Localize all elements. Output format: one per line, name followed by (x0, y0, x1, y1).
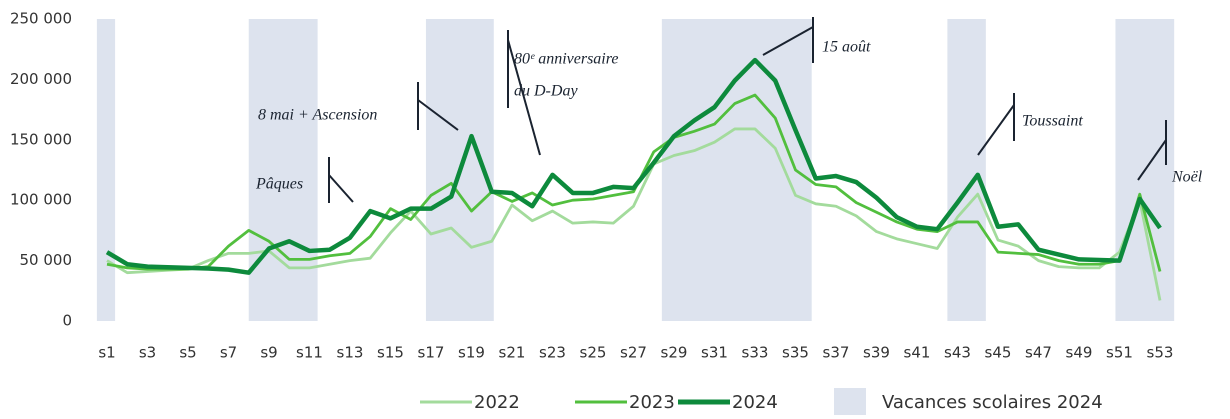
x-tick-label: s27 (620, 344, 647, 362)
series-line (106, 93, 1162, 272)
x-tick-label: s11 (296, 344, 323, 362)
x-tick-label: s35 (782, 344, 809, 362)
x-tick-label: s19 (458, 344, 485, 362)
annotation: 80ᵉ anniversaire (514, 51, 618, 68)
series-line (105, 57, 1162, 275)
x-tick-label: s33 (742, 344, 769, 362)
annotation: 15 août (822, 39, 871, 56)
x-tick-label: s23 (539, 344, 566, 362)
x-tick-label: s13 (337, 344, 364, 362)
x-tick-label: s45 (985, 344, 1012, 362)
leader (977, 93, 1015, 156)
x-tick-label: s41 (904, 344, 931, 362)
bands (96, 19, 1175, 321)
x-tick-label: s17 (418, 344, 445, 362)
x-tick-label: s47 (1025, 344, 1052, 362)
annotations: 8 mai + Ascension Pâques 80ᵉ anniversair… (255, 17, 1203, 203)
y-tick-label: 100 000 (10, 191, 72, 209)
leader (762, 17, 814, 63)
legend-label: 2023 (629, 392, 675, 413)
y-tick-label: 50 000 (20, 251, 73, 269)
series (105, 57, 1162, 301)
y-tick-label: 150 000 (10, 130, 72, 148)
x-tick-label: s43 (944, 344, 971, 362)
x-tick-label: s51 (1106, 344, 1133, 362)
y-tick-label: 200 000 (10, 70, 72, 88)
vacation-band (947, 19, 986, 321)
x-tick-label: s3 (139, 344, 156, 362)
x-tick-label: s9 (260, 344, 277, 362)
x-tick-label: s39 (863, 344, 890, 362)
legend-label: 2022 (474, 392, 520, 413)
x-tick-label: s31 (701, 344, 728, 362)
leader (417, 82, 459, 131)
legend-swatch (834, 388, 866, 415)
annotation: Noël (1171, 169, 1203, 186)
leader (507, 30, 541, 156)
x-tick-label: s37 (823, 344, 850, 362)
y-tick-label: 0 (62, 312, 72, 330)
annotation: Toussaint (1022, 113, 1083, 130)
x-tick-label: s7 (220, 344, 237, 362)
x-tick-label: s1 (98, 344, 115, 362)
legend-label: 2024 (732, 392, 778, 413)
y-tick-label: 250 000 (10, 10, 72, 28)
annotation: 8 mai + Ascension (258, 107, 377, 124)
legend-label: Vacances scolaires 2024 (882, 392, 1103, 413)
annotation: Pâques (255, 176, 303, 193)
x-tick-label: s49 (1066, 344, 1093, 362)
leader (1137, 120, 1167, 181)
annotation: du D-Day (514, 83, 578, 100)
vacation-band (661, 19, 812, 321)
series-line (106, 127, 1162, 301)
x-tick-label: s21 (499, 344, 526, 362)
x-tick-label: s15 (377, 344, 404, 362)
vacation-band (96, 19, 116, 321)
legend: 2022 2023 2024 Vacances scolaires 2024 (420, 388, 1103, 415)
x-tick-label: s53 (1147, 344, 1174, 362)
axes: 0 50 000 100 000 150 000 200 000 250 000 s1 s3 s… (10, 10, 1173, 362)
x-tick-label: s5 (179, 344, 196, 362)
x-tick-label: s25 (580, 344, 607, 362)
x-tick-label: s29 (661, 344, 688, 362)
leader (328, 157, 354, 203)
vacation-band (248, 19, 318, 321)
